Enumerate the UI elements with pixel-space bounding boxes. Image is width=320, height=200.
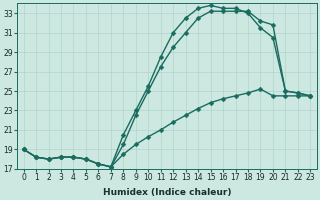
X-axis label: Humidex (Indice chaleur): Humidex (Indice chaleur) (103, 188, 231, 197)
